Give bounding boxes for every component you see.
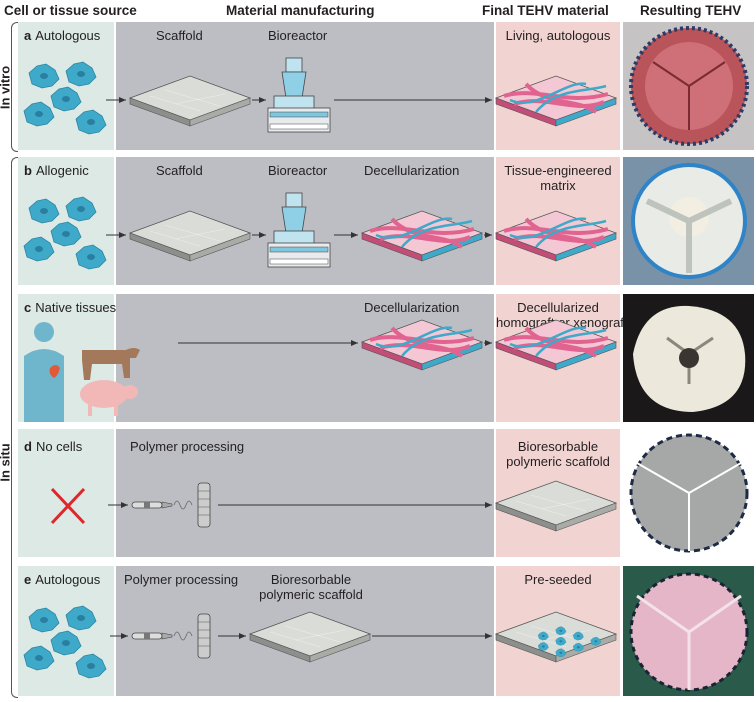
row-graphics <box>110 611 617 663</box>
row-c: c Native tissues Decellularization Decell… <box>18 294 628 422</box>
electrospinning-icon <box>131 482 211 528</box>
source-label: Autologous <box>35 28 101 43</box>
bioreactor-icon <box>267 192 331 268</box>
final-text: Living, autologous <box>505 28 611 43</box>
step-label-scaffold: Bioresorbable polymeric scaffold <box>246 572 376 602</box>
final-text: Pre-seeded <box>524 572 592 587</box>
decellularized-matrix-icon <box>360 209 484 263</box>
cow-icon <box>82 348 140 380</box>
final-label: Decellularized homograft or xenograft <box>496 300 628 330</box>
row-d: d No cells Polymer processing Bioresorbab… <box>18 429 620 557</box>
in-vitro-bracket <box>11 22 18 152</box>
header-manufacturing: Material manufacturing <box>226 3 375 18</box>
source-label: Native tissues <box>35 300 117 315</box>
header-final-material: Final TEHV material <box>482 3 609 18</box>
row-letter: b <box>24 163 32 178</box>
step-label-decellularization: Decellularization <box>364 300 460 315</box>
final-text-line1: Bioresorbable <box>517 439 599 454</box>
source-label: Autologous <box>35 572 101 587</box>
row-graphics <box>50 480 617 532</box>
final-text-line2: matrix <box>540 178 576 193</box>
row-label: c Native tissues <box>24 300 116 315</box>
row-b: b Allogenic Scaffold Bioreactor Decellula… <box>18 157 620 285</box>
row-graphics <box>106 192 618 268</box>
in-vitro-label: In vitro <box>0 65 13 110</box>
polymeric-scaffold-icon <box>495 480 617 532</box>
row-label: e Autologous <box>24 572 100 587</box>
pig-icon <box>80 380 138 416</box>
row-letter: a <box>24 28 32 43</box>
tissue-matrix-icon <box>494 209 618 263</box>
source-label: No cells <box>35 439 83 454</box>
step-label-scaffold: Scaffold <box>156 163 203 178</box>
row-label: b Allogenic <box>24 163 89 178</box>
in-situ-label: In situ <box>0 443 13 482</box>
final-label: Bioresorbable polymeric scaffold <box>496 439 620 469</box>
header-resulting: Resulting TEHV <box>640 3 742 18</box>
step-label-decellularization: Decellularization <box>364 163 460 178</box>
step-label-bioreactor: Bioreactor <box>268 163 328 178</box>
in-situ-bracket <box>11 157 18 698</box>
header-cell-source: Cell or tissue source <box>4 3 137 18</box>
row-letter: d <box>24 439 32 454</box>
step-label-polymer-processing: Polymer processing <box>130 439 245 454</box>
source-label: Allogenic <box>35 163 89 178</box>
final-text-line2: polymeric scaffold <box>506 454 610 469</box>
row-letter: c <box>24 300 32 315</box>
step-label-scaffold: Scaffold <box>156 28 203 43</box>
electrospinning-icon <box>131 613 211 659</box>
graft-matrix-icon <box>494 318 618 372</box>
row-letter: e <box>24 572 32 587</box>
scaffold-icon <box>129 75 251 127</box>
row-label: a Autologous <box>24 28 100 43</box>
tehv-photo-c <box>623 294 754 422</box>
tehv-photo-d <box>623 429 754 557</box>
pre-seeded-scaffold-icon <box>495 611 617 663</box>
tehv-photo-b <box>623 157 754 285</box>
row-label: d No cells <box>24 439 82 454</box>
cross-icon <box>50 487 86 525</box>
living-tissue-icon <box>494 74 618 128</box>
row-graphics <box>106 57 618 133</box>
final-label: Tissue-engineered matrix <box>496 163 620 193</box>
final-label: Living, autologous <box>496 28 620 43</box>
row-a: a Autologous Scaffold Bioreactor Living, … <box>18 22 620 150</box>
step-text-line1: Bioresorbable <box>270 572 352 587</box>
row-e: e Autologous Polymer processing Bioresorb… <box>18 566 620 696</box>
row-graphics <box>24 318 618 422</box>
final-label: Pre-seeded <box>496 572 620 587</box>
tehv-photo-a <box>623 22 754 150</box>
manufacturing-panel <box>116 429 494 557</box>
human-silhouette-icon <box>24 322 64 422</box>
bioreactor-icon <box>267 57 331 133</box>
source-panel <box>18 429 114 557</box>
tehv-photo-e <box>623 566 754 696</box>
final-text-line1: Tissue-engineered <box>504 163 612 178</box>
scaffold-icon <box>129 210 251 262</box>
step-label-polymer-processing: Polymer processing <box>124 572 239 587</box>
decellularized-matrix-icon <box>360 318 484 372</box>
step-label-bioreactor: Bioreactor <box>268 28 328 43</box>
final-text-line1: Decellularized <box>517 300 599 315</box>
polymeric-scaffold-icon <box>249 611 371 663</box>
step-text-line2: polymeric scaffold <box>259 587 363 602</box>
